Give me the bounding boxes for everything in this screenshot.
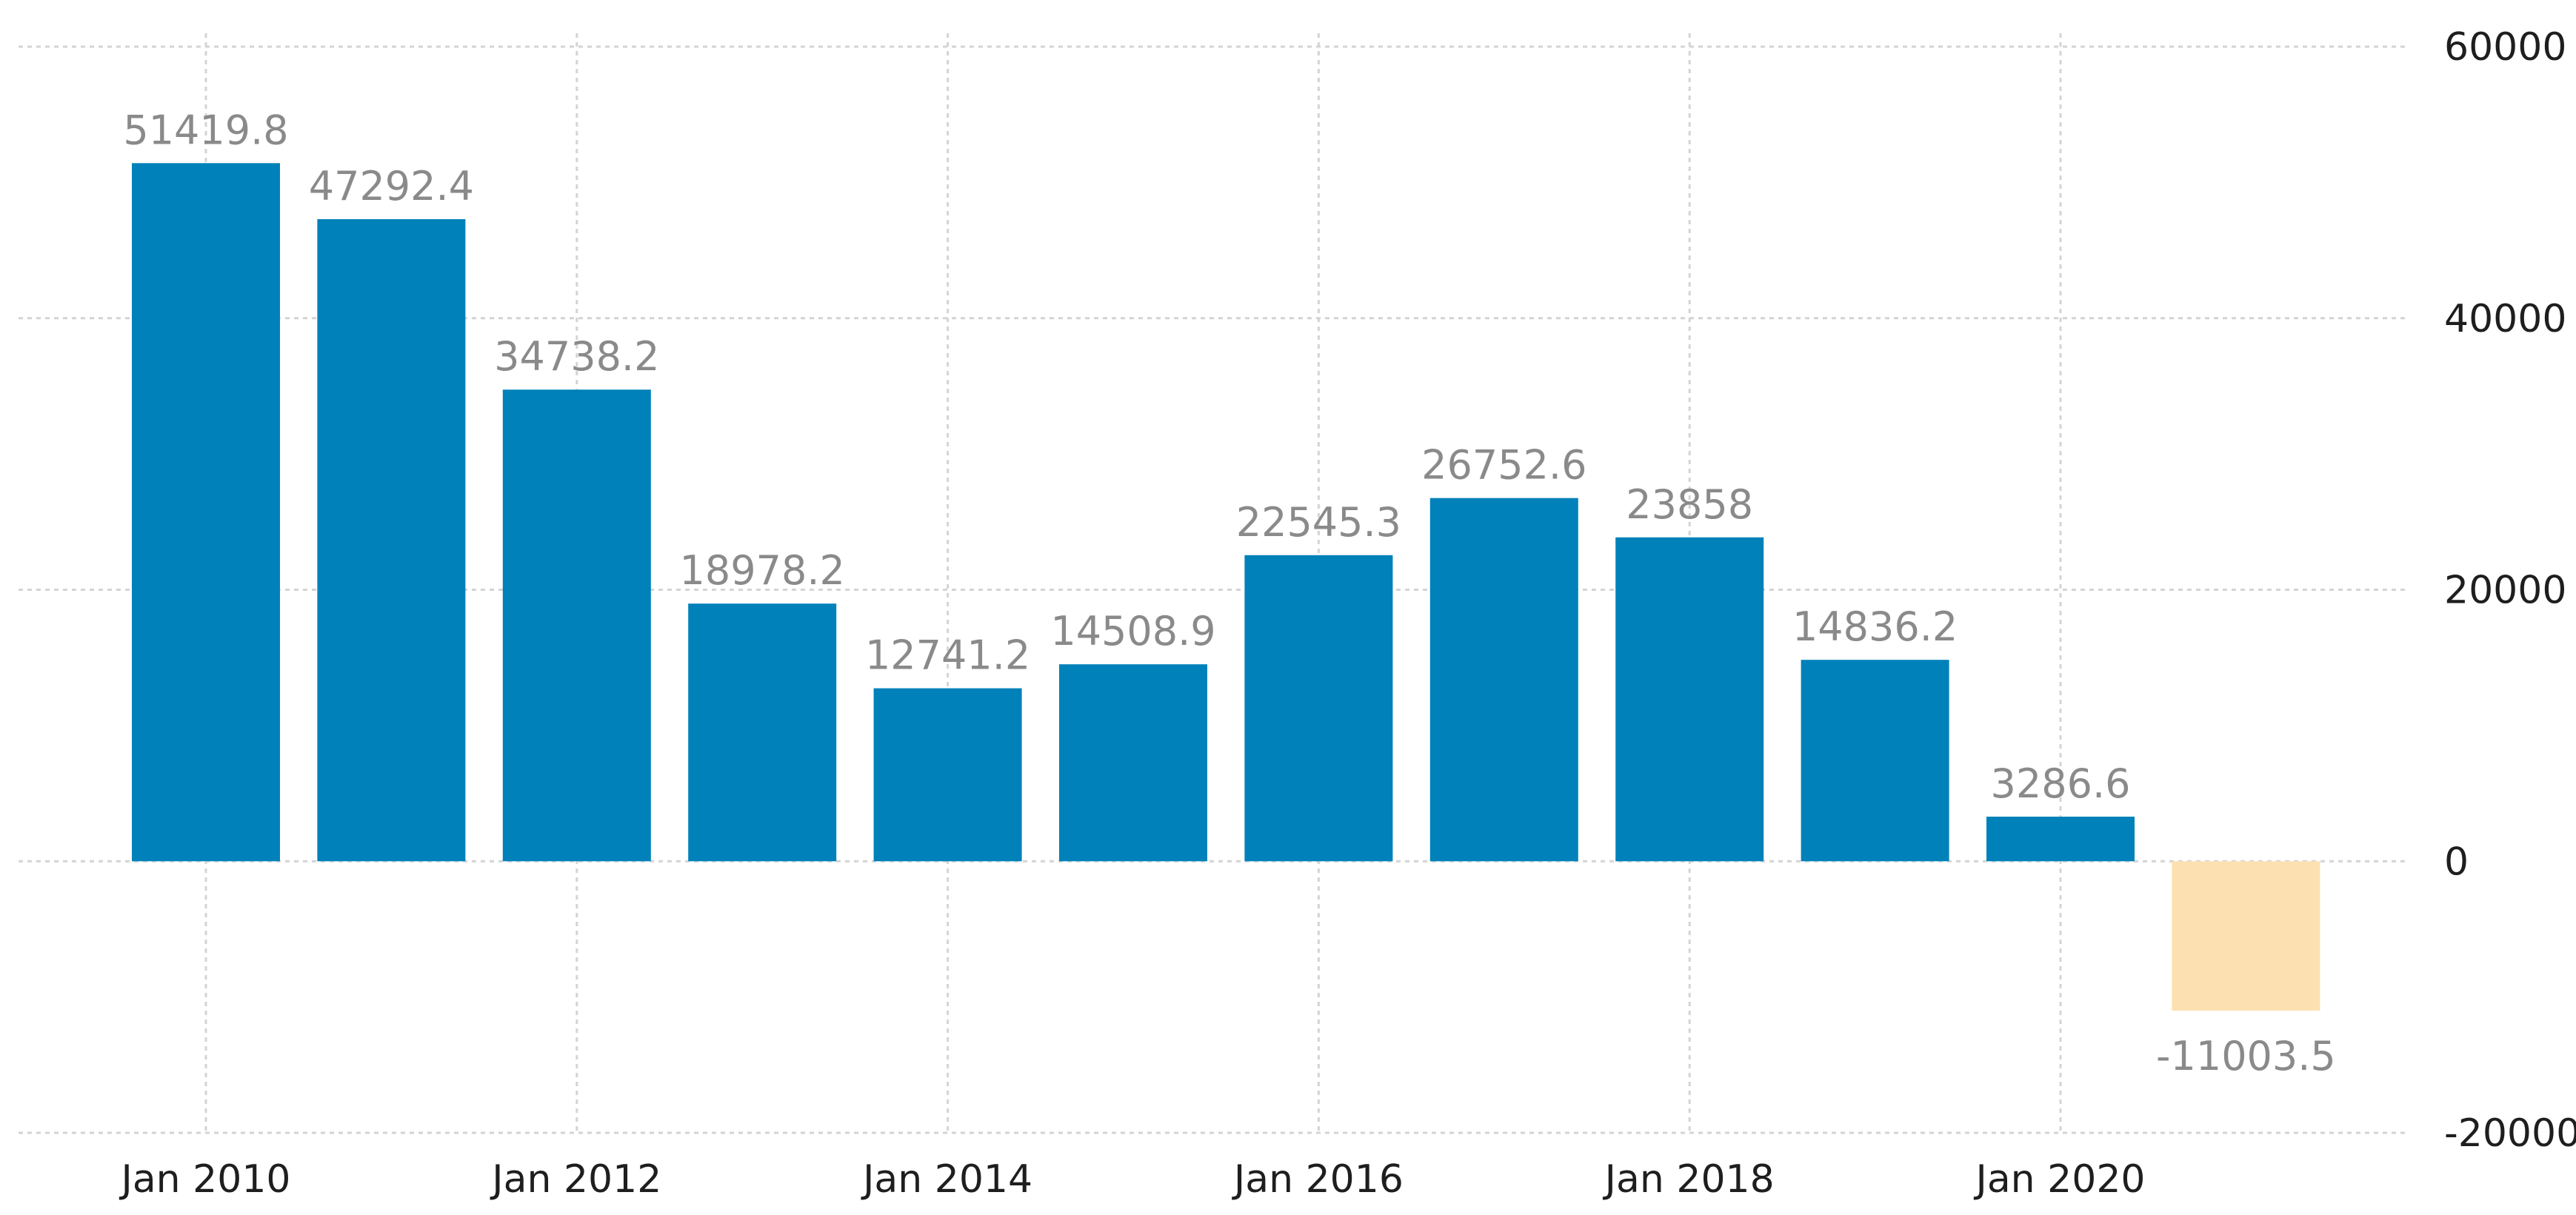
bar-2012 bbox=[502, 389, 651, 862]
x-axis-tick-labels: Jan 2010 Jan 2012 Jan 2014 Jan 2016 Jan 2018… bbox=[119, 1157, 2145, 1202]
y-tick-label-1: 40000 bbox=[2444, 297, 2566, 341]
x-tick-label-0: Jan 2010 bbox=[119, 1157, 290, 1202]
data-label-2020: 3286.6 bbox=[1991, 760, 2131, 807]
vertical-gridlines bbox=[204, 33, 2062, 1133]
bar-2019 bbox=[1801, 660, 1949, 862]
data-label-2012: 34738.2 bbox=[494, 333, 659, 380]
bar-2018 bbox=[1615, 537, 1764, 862]
x-tick-label-4: Jan 2018 bbox=[1603, 1157, 1775, 1202]
bar-2013 bbox=[688, 603, 837, 862]
bar-2014 bbox=[873, 688, 1022, 862]
x-tick-label-1: Jan 2012 bbox=[490, 1157, 661, 1202]
x-tick-label-2: Jan 2014 bbox=[861, 1157, 1032, 1202]
data-label-2015: 14508.9 bbox=[1050, 608, 1215, 655]
data-labels: 51419.8 47292.4 34738.2 18978.2 12741.2 14508… bbox=[123, 107, 2335, 1080]
data-label-2010: 51419.8 bbox=[123, 107, 288, 153]
bars bbox=[132, 163, 2320, 1011]
data-label-2011: 47292.4 bbox=[309, 163, 474, 210]
bar-2015 bbox=[1059, 664, 1207, 862]
bar-2021 bbox=[2172, 861, 2320, 1011]
y-tick-label-2: 20000 bbox=[2444, 569, 2566, 613]
bar-2017 bbox=[1429, 498, 1578, 862]
x-tick-label-3: Jan 2016 bbox=[1232, 1157, 1404, 1202]
y-tick-label-4: -20000 bbox=[2444, 1111, 2576, 1156]
y-tick-label-3: 0 bbox=[2444, 840, 2469, 884]
bar-2011 bbox=[317, 219, 466, 862]
horizontal-gridlines bbox=[19, 45, 2407, 1134]
bar-2016 bbox=[1244, 555, 1393, 862]
data-label-2014: 12741.2 bbox=[865, 632, 1030, 679]
x-tick-label-5: Jan 2020 bbox=[1973, 1157, 2145, 1202]
data-label-2013: 18978.2 bbox=[680, 547, 845, 594]
bar-2010 bbox=[132, 163, 280, 862]
y-axis-tick-labels: 60000 40000 20000 0 -20000 bbox=[2444, 25, 2576, 1156]
data-label-2018: 23858 bbox=[1626, 481, 1753, 528]
bar-2020 bbox=[1986, 816, 2135, 862]
data-label-2016: 22545.3 bbox=[1236, 499, 1401, 546]
data-label-2019: 14836.2 bbox=[1792, 603, 1958, 650]
y-tick-label-0: 60000 bbox=[2444, 25, 2566, 70]
data-label-2021: -11003.5 bbox=[2156, 1033, 2336, 1080]
data-label-2017: 26752.6 bbox=[1421, 442, 1586, 489]
